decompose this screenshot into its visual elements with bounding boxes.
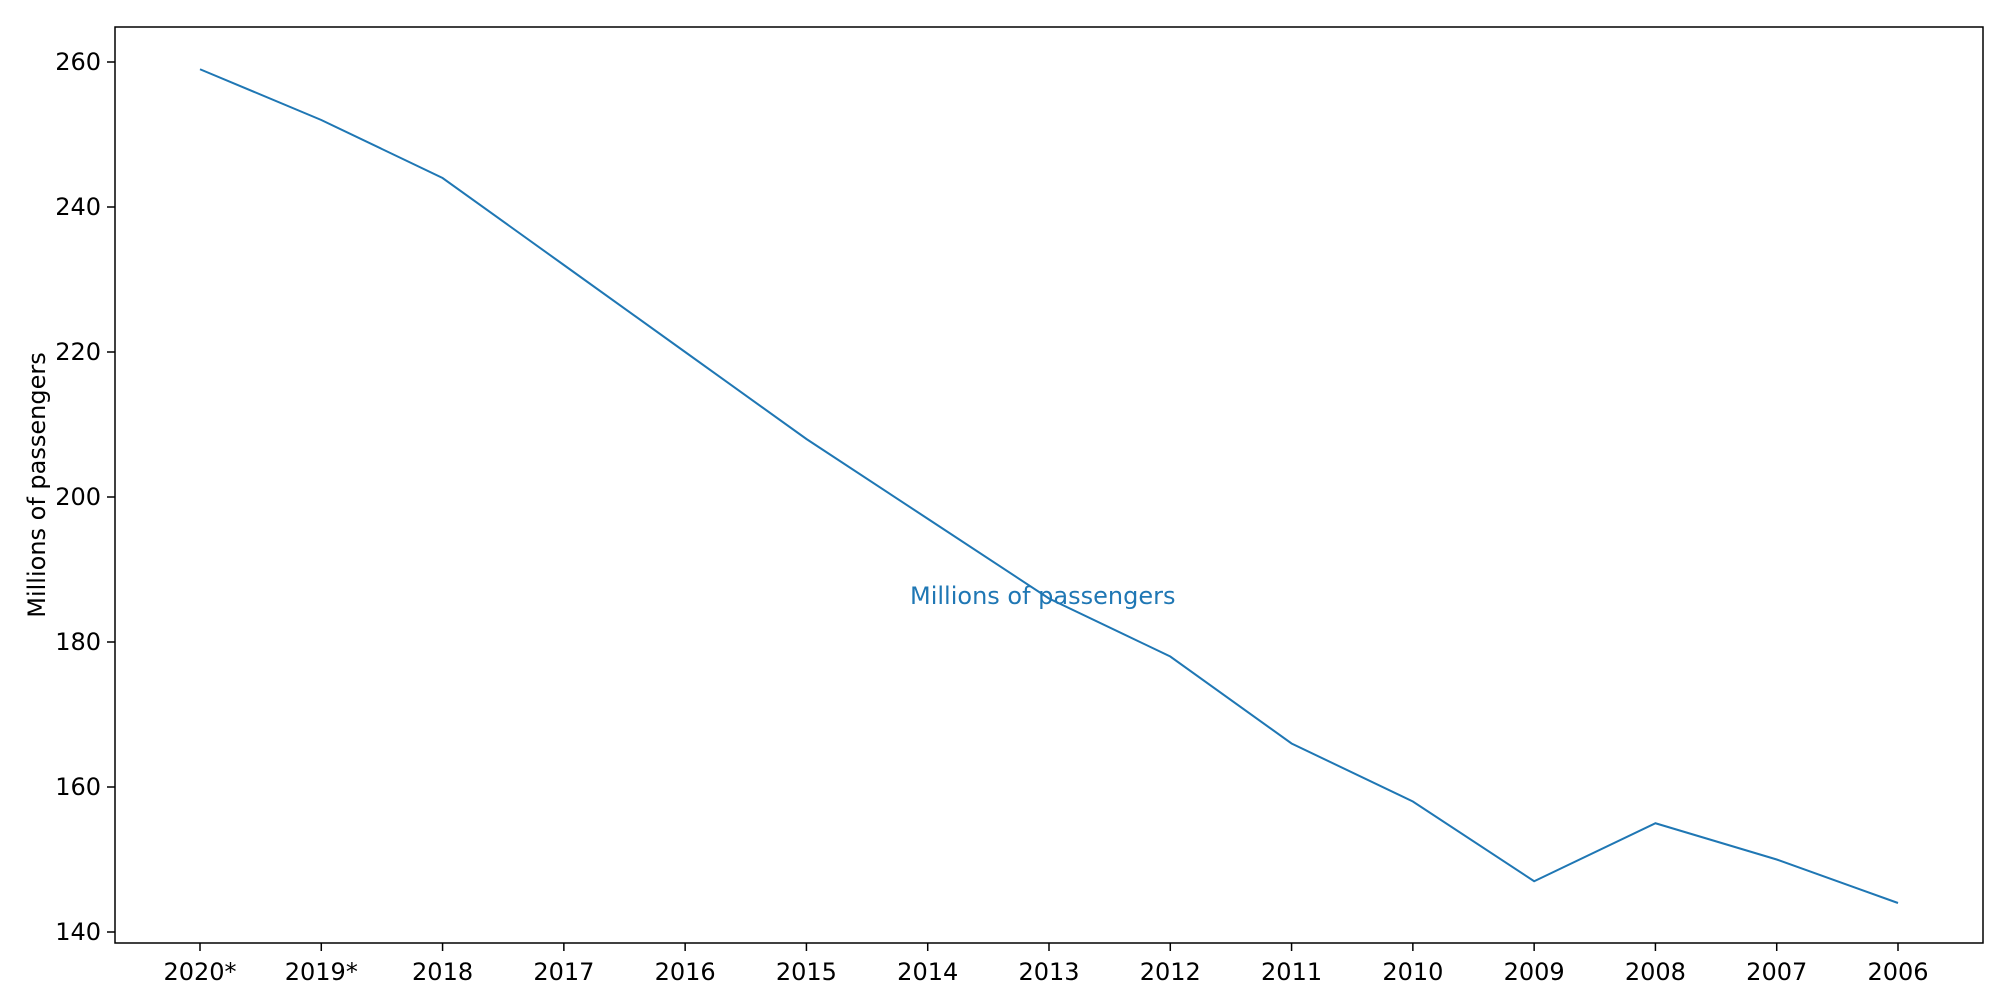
x-tick-label: 2017 — [533, 958, 594, 986]
x-tick-label: 2007 — [1746, 958, 1807, 986]
x-tick-label: 2012 — [1140, 958, 1201, 986]
y-tick-label: 160 — [55, 773, 101, 801]
x-tick-label: 2020* — [163, 958, 236, 986]
x-tick-label: 2013 — [1018, 958, 1079, 986]
series-layer — [199, 68, 1899, 904]
x-tick-label: 2018 — [412, 958, 473, 986]
y-axis-title: Millions of passengers — [23, 352, 51, 617]
x-tick-label: 2010 — [1382, 958, 1443, 986]
y-tick-label: 260 — [55, 48, 101, 76]
x-tick-label: 2008 — [1625, 958, 1686, 986]
x-tick-label: 2014 — [897, 958, 958, 986]
y-tick-label: 240 — [55, 193, 101, 221]
line-annotation: Millions of passengers — [910, 582, 1175, 610]
series-line — [199, 68, 1899, 904]
y-tick-label: 200 — [55, 483, 101, 511]
x-tick-label: 2016 — [655, 958, 716, 986]
x-tick-label: 2019* — [285, 958, 358, 986]
y-tick-label: 180 — [55, 628, 101, 656]
x-tick-label: 2006 — [1867, 958, 1928, 986]
x-tick-label: 2009 — [1504, 958, 1565, 986]
plot-area — [114, 26, 1984, 944]
x-tick-label: 2015 — [776, 958, 837, 986]
y-tick-label: 140 — [55, 918, 101, 946]
x-tick-label: 2011 — [1261, 958, 1322, 986]
y-tick-label: 220 — [55, 338, 101, 366]
x-axis-ticks: 2020* 2019* 2018 2017 2016 2015 2014 2013 2012 20… — [163, 943, 1929, 986]
y-axis-ticks: 140 160 180 200 220 240 260 — [55, 48, 115, 946]
